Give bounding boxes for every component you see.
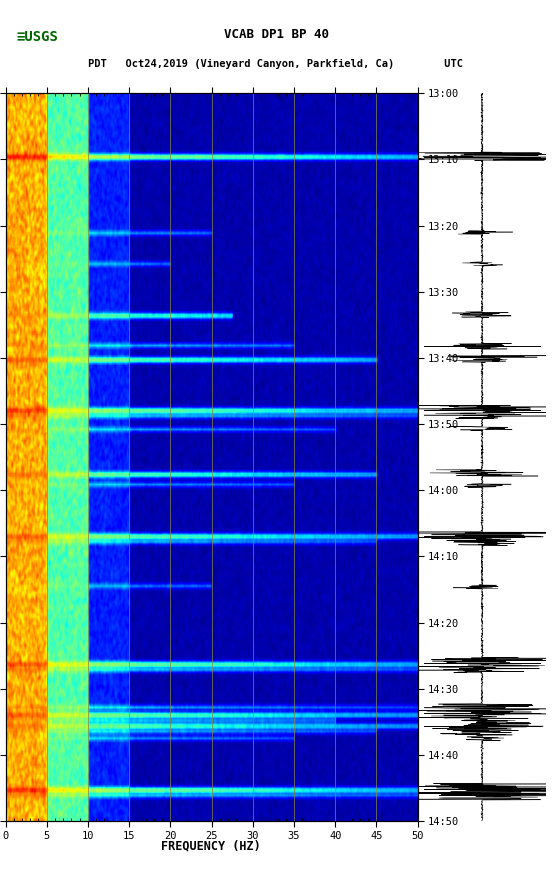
Text: PDT   Oct24,2019 (Vineyard Canyon, Parkfield, Ca)        UTC: PDT Oct24,2019 (Vineyard Canyon, Parkfie… xyxy=(88,59,464,69)
Text: ≡USGS: ≡USGS xyxy=(17,30,58,44)
Text: FREQUENCY (HZ): FREQUENCY (HZ) xyxy=(161,839,261,853)
Text: VCAB DP1 BP 40: VCAB DP1 BP 40 xyxy=(224,28,328,41)
